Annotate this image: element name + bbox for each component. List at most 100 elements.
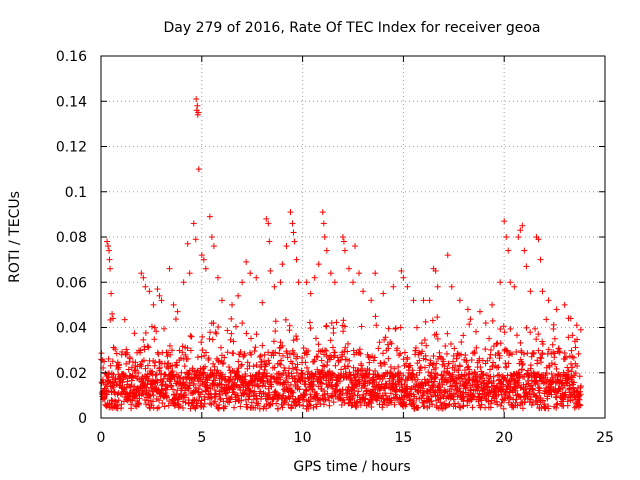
data-point xyxy=(229,301,236,308)
data-point xyxy=(527,362,534,369)
data-point xyxy=(562,354,569,361)
data-point xyxy=(566,385,573,392)
data-point xyxy=(323,322,330,329)
data-point xyxy=(539,350,546,357)
data-point xyxy=(271,364,278,371)
data-point xyxy=(137,347,144,354)
data-point xyxy=(119,379,126,386)
data-point xyxy=(443,350,450,357)
data-point xyxy=(288,405,295,412)
data-point xyxy=(507,325,514,332)
y-tick-label: 0.06 xyxy=(56,275,87,291)
data-point xyxy=(350,364,357,371)
data-point xyxy=(228,315,235,322)
data-point xyxy=(444,365,451,372)
data-point xyxy=(458,339,465,346)
data-point xyxy=(293,256,300,263)
data-point xyxy=(268,383,275,390)
data-point xyxy=(109,310,116,317)
data-point xyxy=(329,376,336,383)
data-point xyxy=(257,352,264,359)
data-point xyxy=(497,279,504,286)
data-point xyxy=(570,354,577,361)
data-point xyxy=(135,370,142,377)
data-point xyxy=(334,354,341,361)
data-point xyxy=(138,270,145,277)
data-point xyxy=(324,358,331,365)
data-point xyxy=(463,357,470,364)
data-point xyxy=(539,338,546,345)
data-point xyxy=(240,353,247,360)
data-point xyxy=(323,247,330,254)
data-point xyxy=(519,360,526,367)
data-point xyxy=(284,354,291,361)
data-point xyxy=(130,374,137,381)
data-point xyxy=(245,393,252,400)
data-point xyxy=(551,361,558,368)
data-point xyxy=(501,329,508,336)
data-point xyxy=(158,382,165,389)
data-point xyxy=(208,234,215,240)
data-point xyxy=(538,355,545,362)
data-point xyxy=(158,370,165,377)
data-point xyxy=(106,256,113,263)
data-point xyxy=(251,348,258,355)
data-point xyxy=(524,350,531,357)
data-point xyxy=(197,382,204,389)
data-point xyxy=(392,325,399,332)
data-point xyxy=(321,363,328,370)
data-point xyxy=(277,339,284,346)
data-point xyxy=(101,358,108,365)
data-point xyxy=(315,397,322,404)
data-point xyxy=(154,405,161,412)
data-point xyxy=(420,297,427,304)
data-point xyxy=(395,363,402,370)
data-point xyxy=(164,384,171,391)
data-point xyxy=(172,316,179,323)
data-point xyxy=(286,322,293,329)
data-point xyxy=(218,344,225,351)
data-point xyxy=(468,357,475,364)
data-point xyxy=(425,369,432,376)
data-point xyxy=(243,401,250,408)
data-point xyxy=(382,392,389,399)
data-point xyxy=(453,355,460,362)
data-point xyxy=(167,382,174,389)
data-point xyxy=(146,393,153,400)
data-point xyxy=(347,396,354,403)
data-point xyxy=(357,402,364,409)
data-point xyxy=(210,320,217,327)
data-point xyxy=(146,288,153,295)
data-point xyxy=(569,364,576,371)
data-point xyxy=(144,380,151,387)
data-point xyxy=(204,384,211,391)
data-points xyxy=(98,95,584,412)
data-point xyxy=(319,209,326,216)
data-point xyxy=(523,324,530,331)
data-point xyxy=(448,340,455,347)
data-point xyxy=(410,371,417,378)
y-tick-label: 0.16 xyxy=(56,49,87,65)
data-point xyxy=(307,391,314,398)
data-point xyxy=(534,360,541,367)
data-point xyxy=(430,353,437,360)
data-point xyxy=(190,220,197,227)
data-point xyxy=(276,350,283,357)
data-point xyxy=(320,220,327,227)
y-tick-label: 0.12 xyxy=(56,140,87,156)
data-point xyxy=(372,270,379,277)
data-point xyxy=(169,386,176,393)
data-point xyxy=(195,166,202,173)
data-point xyxy=(553,306,560,313)
data-point xyxy=(206,213,213,220)
data-point xyxy=(577,402,584,409)
data-point xyxy=(564,402,571,409)
data-point xyxy=(535,384,542,391)
data-point xyxy=(302,380,309,387)
data-point xyxy=(359,366,366,373)
data-point xyxy=(528,382,535,389)
y-tick-label: 0.04 xyxy=(56,321,87,337)
data-point xyxy=(238,362,245,369)
data-point xyxy=(353,404,360,411)
data-point xyxy=(187,382,194,389)
